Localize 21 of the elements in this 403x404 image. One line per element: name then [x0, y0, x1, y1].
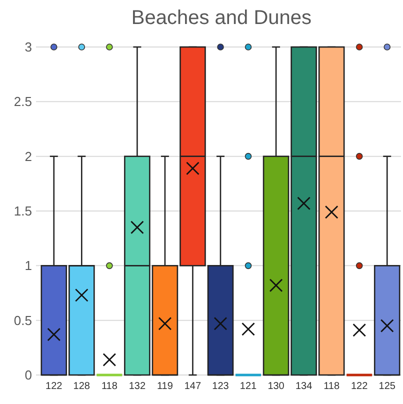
y-tick-label: 2.5: [14, 94, 32, 110]
x-tick-label: 118: [324, 381, 340, 392]
y-tick-label: 2: [24, 148, 32, 164]
x-tick-label: 132: [128, 381, 146, 392]
x-tick-label: 128: [73, 381, 90, 392]
x-tick-label: 118: [101, 381, 118, 392]
x-tick-label: 134: [295, 381, 313, 392]
y-tick-label: 1: [24, 258, 32, 274]
x-tick-label: 122: [351, 381, 368, 392]
x-tick-label: 123: [212, 381, 230, 392]
x-tick-label: 119: [156, 381, 174, 392]
x-tick-label: 147: [184, 381, 202, 392]
x-tick-label: 122: [46, 381, 63, 392]
chart-title: Beaches and Dunes: [131, 7, 312, 29]
x-tick-label: 125: [378, 381, 396, 392]
y-tick-label: 3: [24, 40, 32, 55]
y-tick-label: 1.5: [14, 204, 32, 219]
x-tick-label: 121: [240, 381, 258, 392]
y-tick-label: 0.5: [14, 312, 32, 328]
y-tick-label: 0: [24, 368, 32, 383]
x-tick-label: 130: [268, 381, 285, 392]
